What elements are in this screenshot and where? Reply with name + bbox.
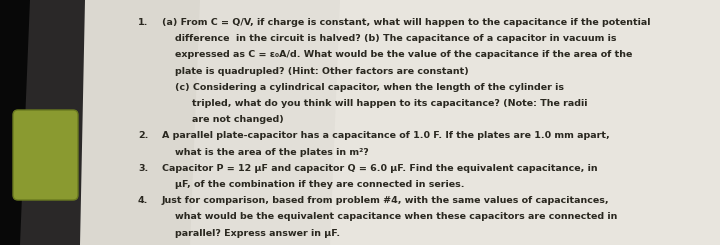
Text: parallel? Express answer in μF.: parallel? Express answer in μF.: [175, 229, 340, 238]
Polygon shape: [330, 0, 720, 245]
Polygon shape: [20, 0, 100, 245]
Text: μF, of the combination if they are connected in series.: μF, of the combination if they are conne…: [175, 180, 464, 189]
Text: plate is quadrupled? (Hint: Other factors are constant): plate is quadrupled? (Hint: Other factor…: [175, 67, 469, 76]
Text: what is the area of the plates in m²?: what is the area of the plates in m²?: [175, 147, 369, 157]
Text: tripled, what do you think will happen to its capacitance? (Note: The radii: tripled, what do you think will happen t…: [192, 99, 588, 108]
Text: Capacitor P = 12 μF and capacitor Q = 6.0 μF. Find the equivalent capacitance, i: Capacitor P = 12 μF and capacitor Q = 6.…: [162, 164, 598, 173]
Text: 4.: 4.: [138, 196, 148, 205]
Text: expressed as C = ε₀A/d. What would be the value of the capacitance if the area o: expressed as C = ε₀A/d. What would be th…: [175, 50, 632, 59]
Polygon shape: [80, 0, 720, 245]
Text: 3.: 3.: [138, 164, 148, 173]
Text: 1.: 1.: [138, 18, 148, 27]
Text: A parallel plate-capacitor has a capacitance of 1.0 F. If the plates are 1.0 mm : A parallel plate-capacitor has a capacit…: [162, 131, 610, 140]
Polygon shape: [190, 0, 720, 245]
Polygon shape: [0, 0, 60, 245]
Text: what would be the equivalent capacitance when these capacitors are connected in: what would be the equivalent capacitance…: [175, 212, 617, 221]
Text: Just for comparison, based from problem #4, with the same values of capacitances: Just for comparison, based from problem …: [162, 196, 610, 205]
Text: 2.: 2.: [138, 131, 148, 140]
Text: are not changed): are not changed): [192, 115, 284, 124]
Text: (a) From C = Q/V, if charge is constant, what will happen to the capacitance if : (a) From C = Q/V, if charge is constant,…: [162, 18, 650, 27]
FancyBboxPatch shape: [13, 110, 78, 200]
Text: difference  in the circuit is halved? (b) The capacitance of a capacitor in vacu: difference in the circuit is halved? (b)…: [175, 34, 616, 43]
Text: (c) Considering a cylindrical capacitor, when the length of the cylinder is: (c) Considering a cylindrical capacitor,…: [175, 83, 564, 92]
